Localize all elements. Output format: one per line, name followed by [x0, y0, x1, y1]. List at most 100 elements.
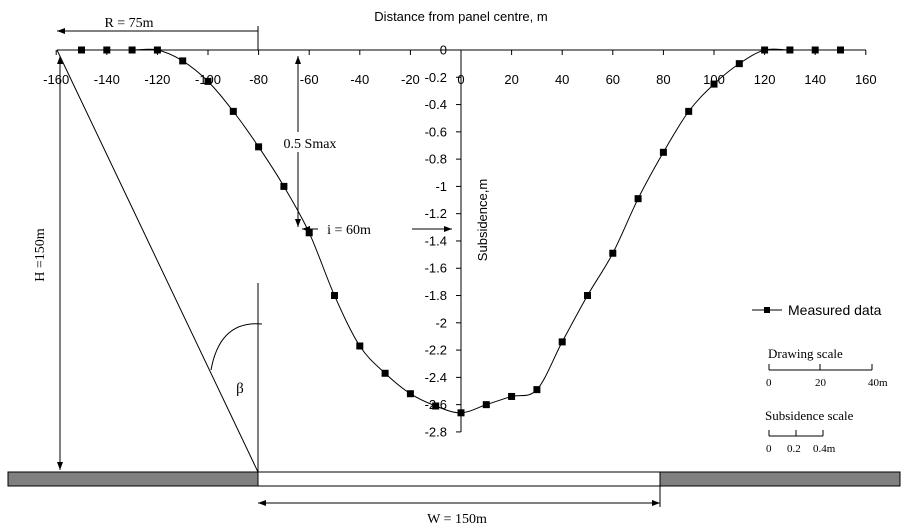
data-point	[558, 338, 566, 346]
beta-arc	[210, 323, 263, 371]
i-label-bg	[318, 219, 412, 239]
subsidence-scale-label-0: 0	[766, 443, 772, 455]
data-point	[356, 342, 364, 350]
data-point	[153, 46, 161, 54]
draw-angle: β	[56, 49, 263, 473]
x-tick-label: -80	[249, 72, 268, 87]
data-point	[482, 401, 490, 409]
data-point	[584, 292, 591, 300]
y-tick-label: 0	[440, 43, 447, 58]
data-point	[229, 107, 237, 115]
data-point	[432, 402, 440, 410]
draw-angle-line	[56, 49, 259, 473]
y-tick-label: -1	[435, 179, 447, 194]
panel	[257, 471, 661, 487]
data-point	[685, 107, 693, 115]
w-arrow-left	[258, 500, 266, 506]
axes	[57, 49, 866, 432]
half-smax-annotation: 0.5 Smax	[272, 56, 350, 227]
x-tick-label: 20	[504, 72, 518, 87]
data-point	[533, 386, 541, 394]
subsidence-scale: Subsidence scale 0 0.2 0.4m	[765, 408, 854, 455]
data-point	[811, 46, 819, 54]
half-smax-arrow-bottom	[295, 219, 301, 227]
x-tick-label: 120	[754, 72, 776, 87]
y-tick-label: -2.2	[425, 343, 447, 358]
y-tick-label: -0.6	[425, 124, 447, 139]
x-tick-label: 140	[804, 72, 826, 87]
y-tick-label: -1.4	[425, 233, 447, 248]
y-tick-label: -1.2	[425, 206, 447, 221]
half-smax-arrow-top	[295, 56, 301, 64]
x-tick-label: -160	[43, 72, 69, 87]
r-label: R = 75m	[104, 16, 153, 31]
data-point	[406, 390, 414, 398]
data-point	[331, 292, 338, 300]
w-arrow-right	[652, 500, 660, 506]
y-tick-label: -0.8	[425, 152, 447, 167]
i-arrow-left	[302, 226, 310, 232]
x-tick-label: -140	[94, 72, 120, 87]
x-tick-label: -20	[401, 72, 420, 87]
data-point	[78, 46, 85, 54]
data-point	[204, 77, 212, 85]
drawing-scale: Drawing scale 0 20 40m	[766, 346, 888, 389]
x-tick-label: 0	[457, 72, 464, 87]
drawing-scale-label-40: 40m	[868, 377, 888, 389]
h-arrow-top	[57, 56, 63, 64]
half-smax-label-bg	[272, 132, 350, 152]
series-markers	[78, 46, 844, 417]
data-point	[659, 148, 667, 156]
half-smax-label: 0.5 Smax	[284, 137, 337, 152]
data-point	[634, 195, 642, 203]
data-point	[381, 369, 389, 377]
data-point	[710, 80, 718, 88]
legend: Measured data	[752, 302, 882, 318]
y-tick-label: -2.8	[425, 424, 447, 439]
r-annotation: R = 75m	[57, 16, 259, 50]
y-tick-label: -2.4	[425, 370, 447, 385]
y-tick-label: -1.6	[425, 261, 447, 276]
i-annotation: i = 60m	[302, 219, 452, 239]
i-label: i = 60m	[327, 223, 371, 238]
data-point	[103, 46, 111, 54]
x-tick-label: 40	[555, 72, 569, 87]
data-point	[609, 249, 617, 257]
drawing-scale-label-0: 0	[766, 377, 772, 389]
data-point	[280, 182, 288, 190]
x-tick-label: 80	[656, 72, 670, 87]
x-tick-label: 160	[855, 72, 877, 87]
y-tick-label: -0.2	[425, 70, 447, 85]
y-ticks: 0 -0.2 -0.4 -0.6 -0.8 -1 -1.2 -1.4 -1.6 -1.8 -2 -2.…	[425, 43, 461, 439]
drawing-scale-label-20: 20	[815, 377, 827, 389]
h-label: H =150m	[33, 228, 48, 282]
h-arrow-bottom	[57, 462, 63, 470]
data-point	[179, 57, 187, 65]
data-point	[305, 229, 313, 237]
data-point	[761, 46, 769, 54]
right-strata	[659, 471, 901, 487]
data-point	[837, 46, 844, 54]
chart-title: Distance from panel centre, m	[374, 9, 547, 24]
data-point	[735, 60, 743, 68]
subsidence-scale-title: Subsidence scale	[765, 408, 854, 423]
data-point	[128, 46, 136, 54]
drawing-scale-title: Drawing scale	[768, 346, 843, 361]
w-label: W = 150m	[427, 512, 487, 527]
y-axis-label: Subsidence,m	[475, 179, 490, 261]
y-tick-label: -2	[435, 315, 447, 330]
data-point	[255, 143, 263, 151]
y-tick-label: -0.4	[425, 97, 447, 112]
h-annotation: H =150m	[33, 56, 63, 470]
strata	[7, 471, 901, 487]
x-tick-label: -40	[350, 72, 369, 87]
x-tick-label: 100	[703, 72, 725, 87]
legend-label: Measured data	[788, 302, 882, 318]
y-tick-label: -1.8	[425, 288, 447, 303]
data-point	[786, 46, 794, 54]
beta-label: β	[236, 381, 244, 397]
w-annotation: W = 150m	[258, 486, 661, 527]
r-arrow-left	[57, 28, 65, 34]
subsidence-scale-label-02: 0.2	[787, 443, 801, 455]
